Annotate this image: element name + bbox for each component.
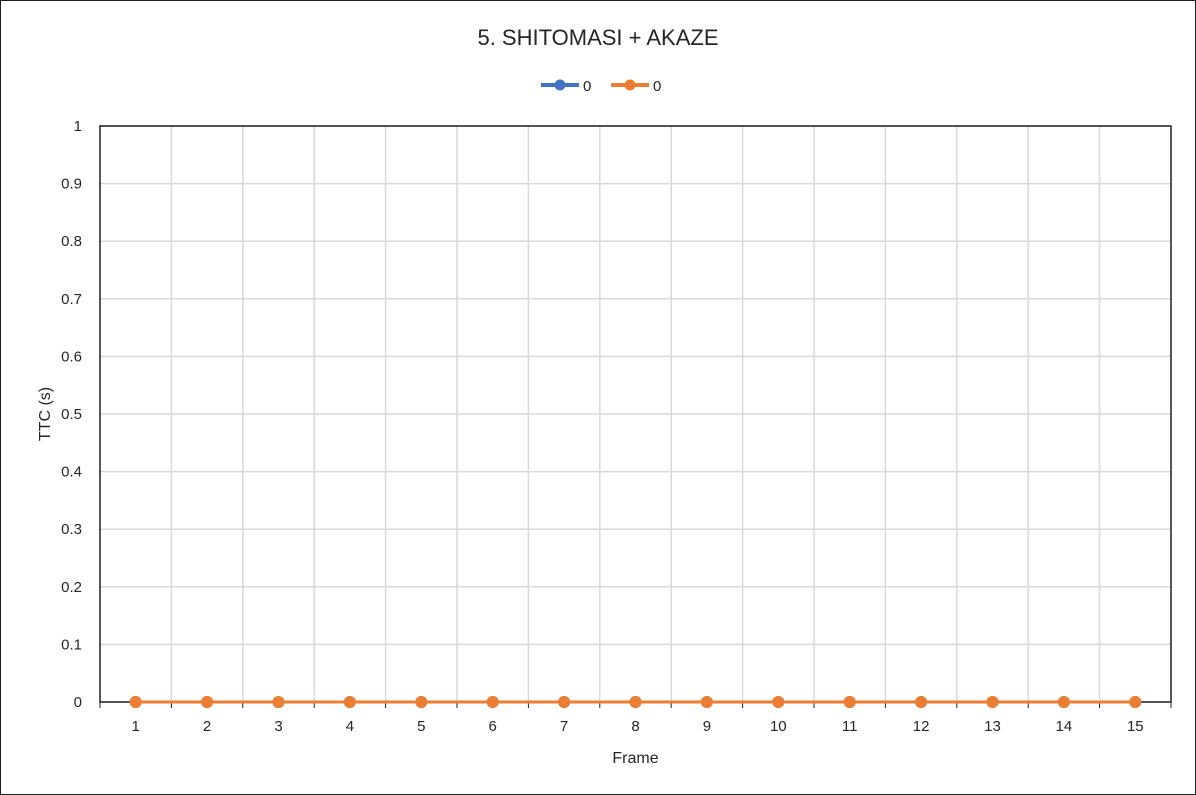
x-tick-label: 12 [913,718,930,735]
chart-title: 5. SHITOMASI + AKAZE [477,25,718,50]
y-tick-label: 0.2 [61,579,82,596]
y-tick-label: 0.4 [61,464,82,481]
legend-marker-series-2 [624,79,636,91]
x-tick-label: 1 [132,718,140,735]
legend: 0 0 [541,78,661,95]
x-tick-label: 2 [203,718,211,735]
data-point [415,696,428,708]
y-tick-label: 0.5 [61,406,82,423]
data-point [986,696,999,708]
y-tick-label: 0.1 [61,636,82,653]
x-tick-label: 9 [703,718,711,735]
legend-entry-series-1: 0 [541,78,591,95]
x-tick-label: 8 [631,718,639,735]
y-tick-label: 0.3 [61,521,82,538]
y-tick-label: 0 [74,694,82,711]
legend-label-series-1: 0 [583,78,591,95]
y-tick-label: 0.9 [61,176,82,193]
y-axis-ticks: 0 0.1 0.2 0.3 0.4 0.5 0.6 0.7 0.8 0.9 1 [61,118,82,711]
x-tick-label: 11 [842,718,858,735]
x-tick-label: 4 [346,718,354,735]
legend-marker-series-1 [554,79,566,91]
data-point [772,696,785,708]
data-point [843,696,856,708]
x-axis-title: Frame [612,750,658,767]
grid-lines [100,125,1171,703]
data-point [1129,696,1142,708]
data-point [915,696,928,708]
data-point [700,696,713,708]
y-tick-label: 1 [74,118,82,135]
series-layer [129,696,1142,708]
x-tick-label: 14 [1056,718,1073,735]
x-tick-label: 5 [417,718,425,735]
x-tick-label: 6 [489,718,497,735]
series-2 [129,696,1142,708]
legend-entry-series-2: 0 [611,78,661,95]
data-point [486,696,499,708]
data-point [129,696,142,708]
x-tick-label: 15 [1127,718,1144,735]
data-point [272,696,285,708]
data-point [558,696,571,708]
data-point [629,696,642,708]
y-tick-label: 0.8 [61,233,82,250]
y-tick-label: 0.6 [61,348,82,365]
x-tick-label: 13 [984,718,1001,735]
data-point [343,696,356,708]
y-tick-label: 0.7 [61,291,82,308]
x-tick-label: 7 [560,718,568,735]
y-axis-title: TTC (s) [37,387,54,441]
x-tick-label: 3 [274,718,282,735]
data-point [1057,696,1070,708]
x-tick-label: 10 [770,718,787,735]
legend-label-series-2: 0 [653,78,661,95]
x-axis-ticks: 1 2 3 4 5 6 7 8 9 10 11 12 13 14 15 [99,702,1172,735]
data-point [201,696,214,708]
